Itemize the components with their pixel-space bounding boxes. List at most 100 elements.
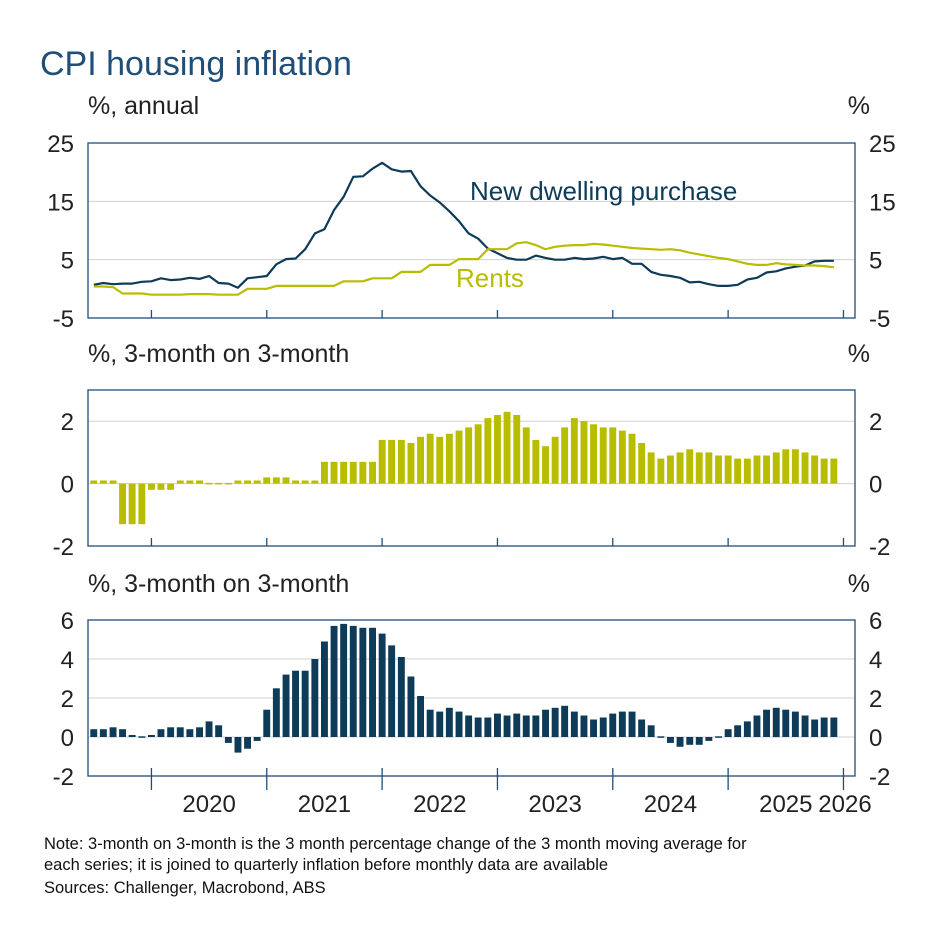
bar bbox=[734, 458, 742, 484]
bar bbox=[734, 725, 742, 737]
bar bbox=[561, 705, 569, 737]
bar bbox=[205, 482, 213, 485]
bar bbox=[532, 715, 540, 737]
bar bbox=[196, 480, 203, 484]
bar bbox=[830, 717, 838, 737]
y-tick-label-right: 25 bbox=[869, 131, 896, 158]
bar bbox=[609, 427, 617, 484]
bar bbox=[522, 715, 530, 737]
x-tick-label: 2020 bbox=[182, 791, 235, 818]
bar bbox=[234, 480, 242, 484]
bar bbox=[638, 719, 646, 737]
bar bbox=[580, 421, 588, 484]
panel-rents-3m: 2 2 0 0 -2 -2 bbox=[53, 389, 890, 561]
bar bbox=[474, 424, 482, 484]
y-tick-label-left: 4 bbox=[61, 647, 74, 674]
bar bbox=[388, 439, 396, 484]
bar bbox=[388, 645, 396, 737]
bar bbox=[378, 439, 386, 484]
bar bbox=[301, 480, 309, 484]
panel2-left-unit: %, 3-month on 3-month bbox=[88, 340, 349, 368]
bar bbox=[407, 443, 415, 484]
bar bbox=[330, 461, 338, 484]
bar bbox=[244, 737, 251, 749]
bar bbox=[215, 482, 223, 485]
bar bbox=[484, 717, 492, 737]
bar bbox=[753, 455, 761, 484]
bar bbox=[657, 736, 665, 738]
bar bbox=[782, 709, 790, 737]
bar bbox=[772, 707, 780, 738]
bar bbox=[743, 458, 751, 484]
panel3-left-unit: %, 3-month on 3-month bbox=[88, 570, 349, 598]
y-tick-label-right: 6 bbox=[869, 608, 882, 635]
x-tick-label: 2021 bbox=[298, 791, 351, 818]
bar bbox=[167, 483, 175, 490]
y-tick-label-right: 15 bbox=[869, 189, 896, 216]
bar bbox=[109, 727, 117, 738]
bar bbox=[724, 455, 732, 484]
bar bbox=[148, 735, 155, 737]
bar bbox=[215, 725, 223, 737]
y-tick-label-right: 4 bbox=[869, 647, 882, 674]
y-tick-label-left: 6 bbox=[61, 608, 74, 635]
bar bbox=[244, 480, 251, 484]
label-rents: Rents bbox=[456, 263, 524, 293]
bar bbox=[417, 696, 424, 737]
bar bbox=[753, 715, 761, 737]
bar bbox=[667, 737, 674, 743]
sources-line: Sources: Challenger, Macrobond, ABS bbox=[44, 879, 326, 897]
y-tick-label-right: -2 bbox=[869, 764, 890, 791]
bar bbox=[186, 729, 194, 737]
bar bbox=[570, 418, 578, 484]
bar bbox=[224, 482, 232, 485]
bar bbox=[695, 737, 703, 745]
bar bbox=[484, 418, 492, 484]
bar bbox=[590, 424, 597, 484]
y-tick-label-left: 0 bbox=[61, 725, 74, 752]
bar bbox=[157, 483, 165, 490]
bar bbox=[763, 455, 770, 484]
panel1-right-unit: % bbox=[848, 92, 870, 120]
panel-annual-inflation: 25 25 15 15 5 5 -5 -5 bbox=[47, 131, 895, 333]
bar bbox=[513, 713, 521, 737]
bar bbox=[378, 633, 386, 737]
y-tick-label-left: 25 bbox=[47, 131, 74, 158]
y-tick-label-left: 0 bbox=[61, 472, 74, 499]
bar bbox=[609, 713, 617, 737]
bar bbox=[292, 670, 299, 737]
bar bbox=[513, 415, 521, 484]
bar bbox=[340, 623, 348, 737]
bar bbox=[811, 455, 819, 484]
bar bbox=[330, 625, 338, 737]
y-tick-label-right: -2 bbox=[869, 534, 890, 561]
bar bbox=[369, 627, 376, 737]
bar bbox=[561, 427, 569, 484]
y-tick-label-right: 2 bbox=[869, 409, 882, 436]
bar bbox=[138, 483, 146, 525]
bar bbox=[128, 735, 136, 737]
bar bbox=[743, 721, 751, 737]
bar bbox=[119, 729, 126, 737]
bar bbox=[90, 480, 98, 484]
bar bbox=[715, 736, 722, 738]
x-tick-label: 2024 bbox=[644, 791, 697, 818]
bar bbox=[292, 480, 299, 484]
bar bbox=[551, 707, 559, 738]
bar bbox=[436, 436, 444, 484]
y-tick-label-left: -2 bbox=[53, 764, 74, 791]
bar bbox=[426, 433, 434, 484]
bar bbox=[253, 737, 261, 741]
panel2-right-unit: % bbox=[848, 340, 870, 368]
bar bbox=[638, 443, 646, 484]
bar bbox=[628, 711, 636, 737]
bar bbox=[580, 715, 588, 737]
bar bbox=[628, 433, 636, 484]
chart-title: CPI housing inflation bbox=[40, 45, 352, 83]
bar bbox=[263, 709, 271, 737]
bar bbox=[282, 477, 290, 484]
y-tick-label-left: -2 bbox=[53, 534, 74, 561]
series-line-new-dwelling bbox=[93, 161, 834, 289]
bar bbox=[618, 430, 626, 484]
bar bbox=[301, 670, 309, 737]
